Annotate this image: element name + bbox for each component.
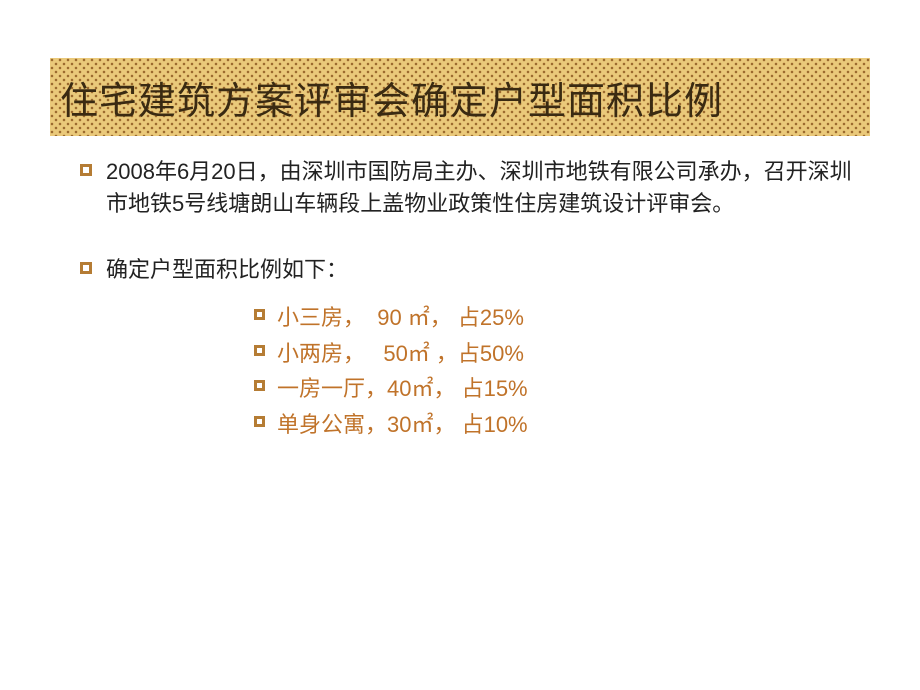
list-item-text: 一房一厅，40㎡， 占15%	[277, 373, 528, 405]
list-item: 一房一厅，40㎡， 占15%	[254, 373, 860, 405]
square-bullet-icon	[254, 309, 265, 320]
list-item: 小两房， 50㎡ ，占50%	[254, 338, 860, 370]
list-item-text: 单身公寓，30㎡， 占10%	[277, 409, 528, 441]
bullet-item: 确定户型面积比例如下：	[80, 254, 860, 286]
square-bullet-icon	[80, 164, 92, 176]
sub-list: 小三房， 90 ㎡， 占25% 小两房， 50㎡ ，占50% 一房一厅，40㎡，…	[80, 296, 860, 442]
list-item: 小三房， 90 ㎡， 占25%	[254, 302, 860, 334]
paragraph-text: 2008年6月20日，由深圳市国防局主办、深圳市地铁有限公司承办，召开深圳市地铁…	[106, 156, 860, 220]
title-band: 住宅建筑方案评审会确定户型面积比例	[50, 58, 870, 136]
list-item: 单身公寓，30㎡， 占10%	[254, 409, 860, 441]
bullet-item: 2008年6月20日，由深圳市国防局主办、深圳市地铁有限公司承办，召开深圳市地铁…	[80, 156, 860, 220]
list-item-text: 小三房， 90 ㎡， 占25%	[277, 302, 524, 334]
slide-title: 住宅建筑方案评审会确定户型面积比例	[60, 70, 723, 125]
square-bullet-icon	[254, 345, 265, 356]
spacer	[80, 230, 860, 254]
list-item-text: 小两房， 50㎡ ，占50%	[277, 338, 524, 370]
square-bullet-icon	[80, 262, 92, 274]
content-area: 2008年6月20日，由深圳市国防局主办、深圳市地铁有限公司承办，召开深圳市地铁…	[50, 136, 870, 441]
slide: 住宅建筑方案评审会确定户型面积比例 2008年6月20日，由深圳市国防局主办、深…	[0, 0, 920, 690]
paragraph-text: 确定户型面积比例如下：	[106, 254, 348, 286]
square-bullet-icon	[254, 380, 265, 391]
square-bullet-icon	[254, 416, 265, 427]
